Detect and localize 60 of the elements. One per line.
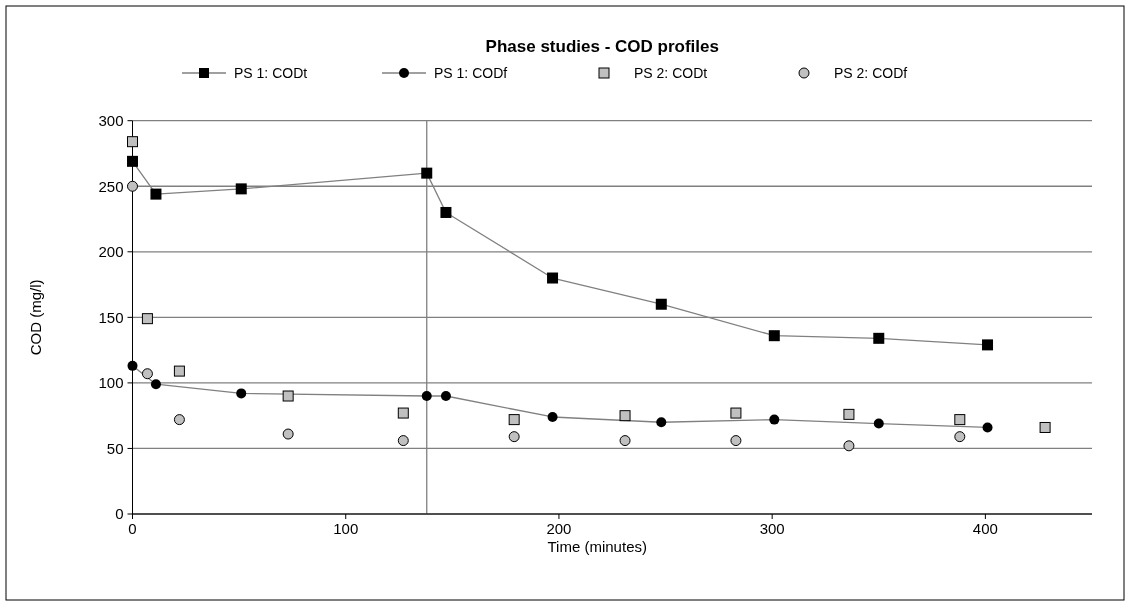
point: [141, 368, 153, 380]
x-tick-label: 200: [546, 520, 572, 537]
point: [1039, 421, 1051, 433]
point: [547, 272, 559, 284]
point: [982, 339, 994, 351]
point: [150, 188, 162, 200]
x-tick-label: 100: [333, 520, 359, 537]
point: [173, 414, 185, 426]
point: [421, 167, 433, 179]
legend-label: PS 2: CODf: [834, 64, 908, 81]
y-tick-label: 50: [106, 439, 124, 457]
point: [619, 435, 631, 447]
y-tick-label: 100: [98, 374, 124, 392]
point: [843, 440, 855, 452]
point: [282, 428, 294, 440]
point: [730, 435, 742, 447]
point: [954, 431, 966, 443]
point: [730, 407, 742, 419]
point: [547, 411, 558, 422]
point: [127, 155, 138, 167]
point: [440, 391, 451, 402]
point: [843, 408, 855, 420]
point: [982, 422, 993, 433]
x-tick-label: 400: [972, 520, 998, 537]
y-axis-title: COD (mg/l): [27, 279, 44, 356]
y-tick-label: 300: [98, 111, 124, 129]
y-tick-label: 250: [98, 177, 124, 195]
point: [440, 206, 452, 218]
x-axis-title: Time (minutes): [547, 538, 647, 555]
point: [397, 435, 409, 447]
point: [619, 410, 631, 422]
point: [127, 180, 138, 192]
point: [173, 365, 185, 377]
point: [508, 431, 520, 443]
x-tick-label: 0: [128, 520, 137, 537]
point: [873, 418, 884, 429]
point: [127, 360, 138, 371]
x-tick-label: 300: [759, 520, 785, 537]
point: [954, 414, 966, 426]
chart-title: Phase studies - COD profiles: [485, 37, 719, 56]
point: [421, 391, 432, 402]
point: [150, 379, 161, 390]
legend-label: PS 1: CODt: [234, 64, 308, 81]
point: [282, 390, 294, 402]
point: [873, 332, 885, 344]
point: [768, 330, 780, 342]
point: [236, 388, 247, 399]
point: [235, 183, 247, 195]
point: [397, 407, 409, 419]
point: [655, 298, 667, 310]
legend-label: PS 1: CODf: [434, 64, 508, 81]
legend-label: PS 2: CODt: [634, 64, 708, 81]
point: [656, 417, 667, 428]
point: [508, 414, 520, 426]
y-tick-label: 0: [115, 505, 124, 523]
y-tick-label: 150: [98, 308, 124, 326]
point: [141, 313, 153, 325]
point: [127, 136, 138, 148]
y-tick-label: 200: [98, 243, 124, 261]
point: [769, 414, 780, 425]
